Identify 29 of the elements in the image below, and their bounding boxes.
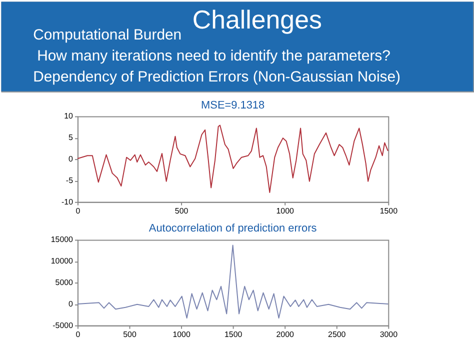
y-tick-label: -5000 <box>52 320 74 330</box>
x-tick-label: 500 <box>174 206 189 216</box>
chart-title: MSE=9.1318 <box>201 99 265 112</box>
x-tick-label: 3000 <box>380 330 398 339</box>
line-series <box>76 124 388 193</box>
chart-title: Autocorrelation of prediction errors <box>148 222 318 235</box>
text: Dependency of Prediction Errors (Non-Gaussian Noise) <box>33 68 401 86</box>
x-tick-label: 1500 <box>380 206 398 216</box>
y-tick-label: -10 <box>61 197 74 206</box>
y-tick-label: 5000 <box>55 278 74 288</box>
y-tick-label: 5 <box>68 133 74 142</box>
x-tick-label: 1000 <box>276 206 295 216</box>
text: How many iterations need to identify the parameters? <box>37 47 390 64</box>
x-tick-label: 0 <box>76 206 81 216</box>
line-series <box>76 244 389 319</box>
x-tick-label: 500 <box>123 330 137 339</box>
x-tick-label: 1000 <box>172 330 191 339</box>
text: Computational Burden <box>33 26 182 44</box>
x-tick-label: 0 <box>76 330 81 339</box>
y-tick-label: 15000 <box>50 235 74 244</box>
y-tick-label: 0 <box>68 154 74 164</box>
y-tick-label: 0 <box>68 299 74 308</box>
y-tick-label: 10 <box>64 112 74 121</box>
y-tick-label: -5 <box>66 176 74 185</box>
x-tick-label: 1500 <box>224 330 243 339</box>
x-tick-label: 2500 <box>328 330 346 339</box>
x-tick-label: 2000 <box>276 330 295 339</box>
text: Challenges <box>192 6 322 35</box>
y-tick-label: 10000 <box>50 256 74 266</box>
